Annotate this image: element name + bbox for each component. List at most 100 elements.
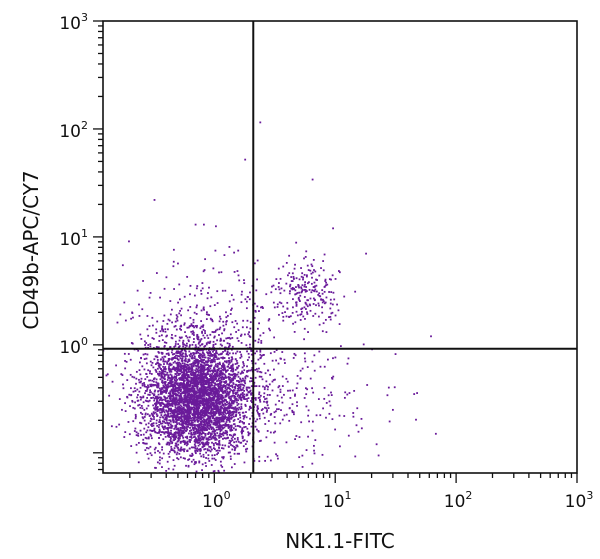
data-point bbox=[199, 327, 202, 330]
data-point bbox=[160, 388, 163, 391]
data-point bbox=[217, 394, 220, 396]
data-point bbox=[206, 437, 208, 440]
data-point bbox=[343, 396, 346, 399]
data-point bbox=[158, 364, 160, 367]
data-point bbox=[193, 395, 196, 398]
data-point bbox=[195, 427, 198, 430]
data-point bbox=[303, 257, 305, 260]
data-point bbox=[230, 426, 233, 429]
data-point bbox=[201, 430, 204, 433]
data-point bbox=[166, 414, 169, 417]
data-point bbox=[301, 289, 304, 291]
data-point bbox=[177, 458, 180, 461]
data-point bbox=[197, 389, 199, 392]
data-point bbox=[259, 394, 262, 397]
data-point bbox=[223, 385, 225, 388]
data-point bbox=[295, 241, 298, 244]
data-point bbox=[214, 249, 217, 252]
data-point bbox=[265, 380, 268, 383]
data-point bbox=[240, 380, 243, 383]
data-point bbox=[155, 397, 158, 399]
data-point bbox=[277, 267, 280, 270]
data-point bbox=[200, 418, 203, 421]
data-point bbox=[156, 395, 158, 398]
data-point bbox=[162, 416, 165, 419]
data-point bbox=[188, 345, 191, 348]
data-point bbox=[218, 416, 221, 419]
data-point bbox=[156, 359, 159, 361]
data-point bbox=[165, 427, 167, 430]
data-point bbox=[242, 371, 245, 374]
data-point bbox=[194, 416, 197, 419]
data-point bbox=[281, 385, 284, 387]
data-point bbox=[263, 386, 266, 389]
data-point bbox=[265, 407, 268, 410]
data-point bbox=[200, 455, 203, 458]
data-point bbox=[194, 449, 197, 452]
data-point bbox=[219, 337, 222, 340]
data-point bbox=[207, 384, 210, 386]
data-point bbox=[242, 319, 245, 322]
data-point bbox=[274, 378, 276, 381]
data-point bbox=[187, 339, 190, 342]
data-point bbox=[200, 414, 203, 417]
data-point bbox=[189, 430, 191, 432]
data-point bbox=[229, 442, 232, 444]
data-point bbox=[155, 401, 158, 404]
data-point bbox=[142, 353, 145, 356]
data-point bbox=[323, 397, 326, 400]
data-point bbox=[194, 430, 197, 433]
data-point bbox=[188, 366, 191, 369]
data-point bbox=[171, 410, 174, 412]
data-point bbox=[132, 406, 135, 409]
data-point bbox=[227, 419, 230, 422]
data-point bbox=[181, 376, 184, 379]
data-point bbox=[280, 396, 283, 399]
data-point bbox=[214, 370, 216, 373]
data-point bbox=[175, 351, 178, 354]
data-point bbox=[227, 423, 230, 426]
data-point bbox=[201, 420, 204, 422]
data-point bbox=[237, 371, 240, 374]
data-point bbox=[221, 444, 224, 447]
data-point bbox=[190, 395, 193, 397]
data-point bbox=[235, 409, 237, 412]
data-point bbox=[243, 426, 246, 429]
data-point bbox=[176, 383, 179, 386]
data-point bbox=[313, 449, 315, 452]
data-point bbox=[228, 405, 230, 407]
data-point bbox=[213, 335, 216, 338]
data-point bbox=[191, 332, 194, 335]
data-point bbox=[178, 346, 180, 349]
data-point bbox=[235, 359, 238, 362]
data-point bbox=[222, 324, 225, 327]
data-point bbox=[354, 455, 357, 458]
data-point bbox=[244, 443, 247, 445]
data-point bbox=[317, 398, 320, 400]
data-point bbox=[162, 410, 165, 412]
data-point bbox=[183, 375, 185, 378]
data-point bbox=[203, 443, 206, 446]
data-point bbox=[224, 404, 227, 406]
data-point bbox=[233, 386, 236, 389]
data-point bbox=[230, 411, 233, 414]
data-point bbox=[212, 447, 215, 450]
data-point bbox=[170, 370, 173, 373]
data-point bbox=[273, 368, 275, 371]
data-point bbox=[130, 394, 133, 396]
data-point bbox=[191, 393, 194, 396]
data-point bbox=[227, 387, 230, 390]
data-point bbox=[234, 375, 237, 378]
data-point bbox=[191, 390, 194, 392]
data-point bbox=[246, 389, 249, 392]
data-point bbox=[255, 289, 258, 292]
data-point bbox=[234, 428, 237, 431]
data-point bbox=[225, 381, 228, 384]
data-point bbox=[115, 364, 117, 367]
data-point bbox=[183, 420, 186, 422]
data-point bbox=[225, 424, 228, 427]
data-point bbox=[212, 391, 215, 394]
data-point bbox=[139, 411, 142, 414]
data-point bbox=[227, 436, 230, 439]
